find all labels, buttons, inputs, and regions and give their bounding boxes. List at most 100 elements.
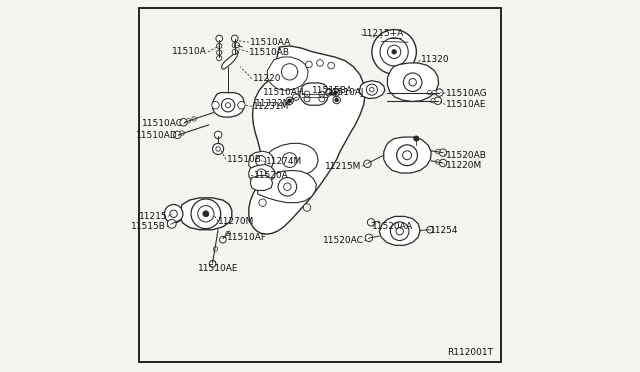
- Polygon shape: [222, 51, 239, 69]
- Text: 11220M: 11220M: [446, 161, 483, 170]
- Circle shape: [170, 210, 177, 218]
- Circle shape: [203, 211, 209, 217]
- Circle shape: [232, 49, 237, 54]
- Circle shape: [216, 43, 222, 48]
- Circle shape: [278, 177, 297, 196]
- Circle shape: [305, 61, 312, 68]
- Circle shape: [365, 234, 372, 241]
- Circle shape: [164, 205, 183, 223]
- Circle shape: [367, 219, 375, 226]
- Circle shape: [364, 160, 371, 167]
- Polygon shape: [387, 63, 438, 102]
- Circle shape: [439, 159, 447, 167]
- Circle shape: [255, 155, 266, 166]
- Circle shape: [436, 89, 443, 96]
- Circle shape: [332, 89, 339, 96]
- Text: 11510AE: 11510AE: [446, 100, 486, 109]
- Circle shape: [180, 119, 188, 126]
- Text: 11515B: 11515B: [131, 222, 166, 231]
- Text: 11520AB: 11520AB: [446, 151, 487, 160]
- Text: 11510AG: 11510AG: [446, 89, 488, 98]
- Circle shape: [403, 151, 412, 160]
- Circle shape: [439, 149, 447, 156]
- Circle shape: [180, 131, 184, 135]
- Circle shape: [304, 91, 310, 97]
- Text: 11215M: 11215M: [325, 162, 362, 171]
- Circle shape: [326, 89, 332, 96]
- Circle shape: [288, 99, 291, 103]
- Circle shape: [237, 102, 245, 109]
- Circle shape: [319, 91, 325, 97]
- Circle shape: [414, 136, 419, 141]
- Polygon shape: [249, 46, 365, 234]
- Circle shape: [257, 169, 266, 178]
- Circle shape: [212, 102, 219, 109]
- Text: 11510AJ: 11510AJ: [326, 88, 364, 97]
- Circle shape: [191, 199, 221, 229]
- Circle shape: [387, 45, 401, 58]
- Polygon shape: [384, 137, 431, 173]
- Text: 11231M: 11231M: [253, 102, 289, 111]
- Circle shape: [303, 204, 311, 211]
- Text: 11510AF: 11510AF: [227, 232, 267, 242]
- Text: 11510AD: 11510AD: [136, 131, 177, 141]
- Circle shape: [380, 38, 408, 66]
- Polygon shape: [258, 170, 316, 203]
- Polygon shape: [300, 83, 328, 105]
- Circle shape: [186, 119, 191, 123]
- Circle shape: [333, 91, 337, 94]
- Circle shape: [214, 131, 222, 138]
- Circle shape: [225, 103, 230, 108]
- Text: 11270M: 11270M: [218, 217, 255, 226]
- Circle shape: [335, 98, 339, 102]
- Circle shape: [397, 145, 417, 166]
- Circle shape: [232, 42, 237, 48]
- Circle shape: [427, 227, 433, 233]
- Text: 11520AA: 11520AA: [372, 221, 413, 231]
- Text: 11510AB: 11510AB: [248, 48, 289, 57]
- Polygon shape: [212, 93, 244, 117]
- Circle shape: [370, 87, 374, 92]
- Circle shape: [432, 90, 436, 95]
- Circle shape: [209, 260, 216, 267]
- Circle shape: [286, 97, 293, 105]
- Circle shape: [192, 117, 196, 121]
- Circle shape: [213, 247, 218, 251]
- Text: 11220: 11220: [253, 74, 281, 83]
- Circle shape: [436, 160, 440, 164]
- Polygon shape: [249, 151, 274, 170]
- Circle shape: [216, 147, 220, 151]
- Text: 11510B: 11510B: [227, 155, 262, 164]
- Polygon shape: [180, 198, 232, 230]
- Circle shape: [198, 206, 214, 222]
- Text: 11520A: 11520A: [254, 171, 289, 180]
- Circle shape: [259, 199, 266, 206]
- Text: 11332M: 11332M: [255, 99, 291, 108]
- Circle shape: [226, 231, 230, 235]
- Circle shape: [431, 99, 435, 103]
- Circle shape: [328, 62, 335, 69]
- Circle shape: [234, 42, 239, 48]
- Circle shape: [173, 131, 181, 138]
- Circle shape: [409, 78, 417, 86]
- Circle shape: [392, 49, 396, 54]
- Text: 11510AC: 11510AC: [142, 119, 183, 128]
- Text: 11215: 11215: [139, 212, 167, 221]
- Circle shape: [304, 96, 310, 102]
- Circle shape: [366, 84, 378, 95]
- Polygon shape: [260, 143, 318, 176]
- Circle shape: [282, 153, 297, 167]
- Circle shape: [216, 35, 223, 42]
- Circle shape: [221, 99, 235, 112]
- Circle shape: [292, 94, 300, 100]
- Circle shape: [212, 143, 223, 154]
- Circle shape: [319, 96, 325, 102]
- Circle shape: [434, 97, 442, 105]
- Text: 11520AC: 11520AC: [323, 236, 364, 246]
- Text: 11510AA: 11510AA: [250, 38, 291, 47]
- Circle shape: [396, 228, 403, 235]
- Polygon shape: [250, 176, 273, 190]
- Text: 11274M: 11274M: [266, 157, 303, 166]
- Circle shape: [216, 55, 222, 61]
- Text: 11320: 11320: [421, 55, 449, 64]
